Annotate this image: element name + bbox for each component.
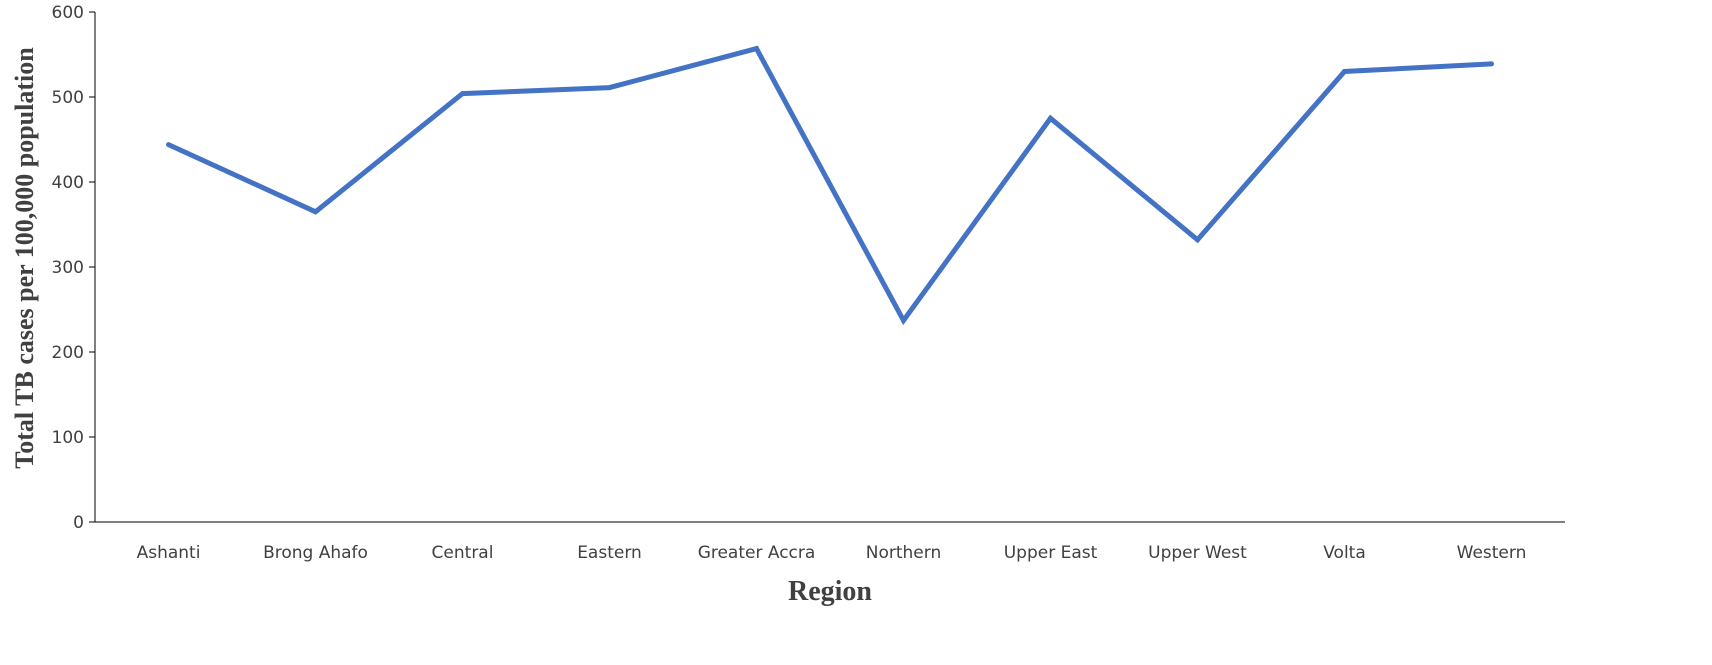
x-tick-label: Brong Ahafo	[263, 543, 368, 563]
series-line	[167, 45, 1492, 326]
y-tick-label: 100	[52, 428, 84, 448]
x-axis-title: Region	[788, 576, 872, 607]
x-tick-label: Ashanti	[137, 543, 201, 563]
y-tick-label: 200	[52, 343, 84, 363]
data-point-volta	[1342, 69, 1347, 74]
x-tick-label: Upper East	[1004, 543, 1098, 563]
data-point-upper-east	[1048, 115, 1053, 121]
x-tick-label: Volta	[1323, 543, 1366, 563]
x-tick-label: Eastern	[577, 543, 642, 563]
y-tick-label: 500	[52, 88, 84, 108]
series-layer	[166, 45, 1494, 326]
y-axis: 0 100 200 300 400 500 600	[52, 3, 96, 533]
data-point-central	[460, 91, 465, 97]
x-axis: Ashanti Brong Ahafo Central Eastern Greater …	[95, 521, 1565, 563]
y-tick-label: 300	[52, 258, 84, 278]
x-tick-label: Greater Accra	[698, 543, 816, 563]
x-tick-label: Central	[432, 543, 494, 563]
y-tick-label: 600	[52, 3, 84, 23]
data-point-northern	[901, 318, 906, 324]
y-tick-label: 400	[52, 173, 84, 193]
data-point-eastern	[607, 85, 612, 91]
y-axis-title: Total TB cases per 100,000 population	[10, 47, 39, 469]
y-tick-label: 0	[73, 513, 84, 533]
data-point-western	[1489, 61, 1494, 67]
x-tick-label: Northern	[866, 543, 941, 563]
x-tick-label: Western	[1457, 543, 1527, 563]
x-tick-label: Upper West	[1148, 543, 1247, 563]
data-point-greater-accra	[754, 46, 759, 52]
data-point-upper-west	[1195, 237, 1200, 243]
data-point-ashanti	[166, 142, 171, 148]
data-point-brong-ahafo	[313, 209, 318, 215]
